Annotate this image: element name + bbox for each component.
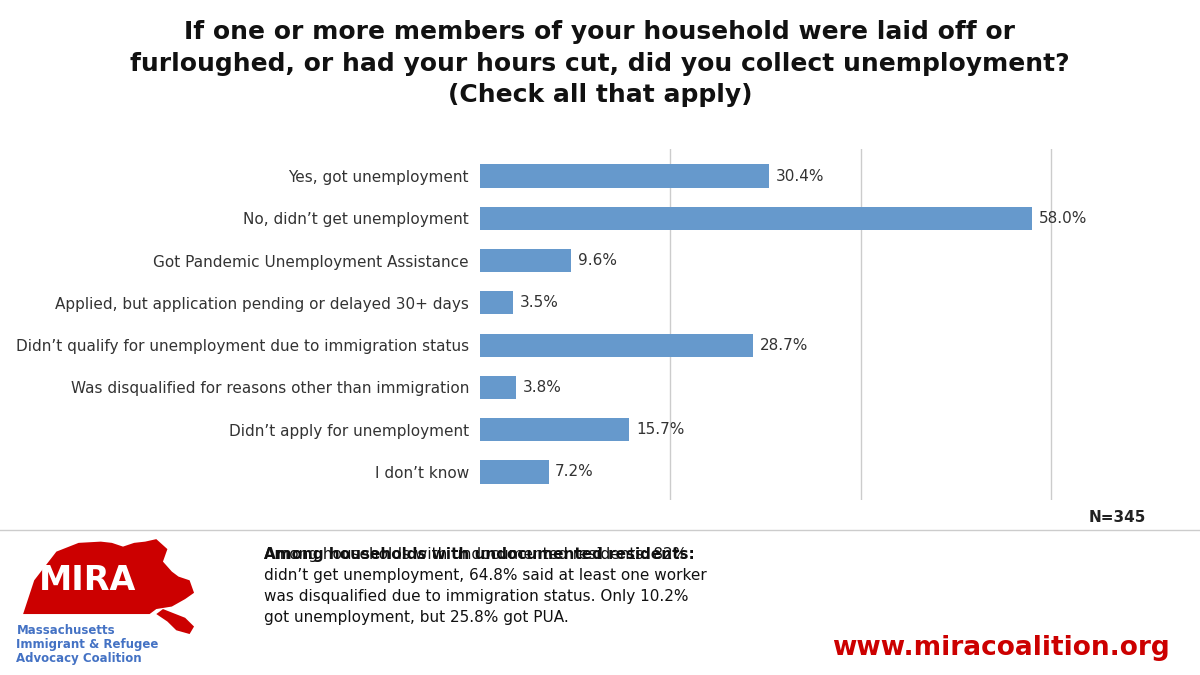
Text: MIRA: MIRA <box>38 564 136 597</box>
Bar <box>480 207 1032 230</box>
Text: N=345: N=345 <box>1088 510 1146 524</box>
Text: 58.0%: 58.0% <box>1038 211 1087 226</box>
Text: Advocacy Coalition: Advocacy Coalition <box>17 651 142 664</box>
Text: 9.6%: 9.6% <box>578 253 617 268</box>
Text: Immigrant & Refugee: Immigrant & Refugee <box>17 638 158 651</box>
Text: www.miracoalition.org: www.miracoalition.org <box>833 635 1170 661</box>
Text: 30.4%: 30.4% <box>776 169 824 184</box>
Text: 7.2%: 7.2% <box>556 464 594 479</box>
Text: 3.5%: 3.5% <box>520 296 559 310</box>
Bar <box>480 418 629 441</box>
Text: Among households with undocumented residents:: Among households with undocumented resid… <box>264 547 695 562</box>
Text: Among households with undocumented residents: 82%
didn’t get unemployment, 64.8%: Among households with undocumented resid… <box>264 547 707 624</box>
Text: Massachusetts: Massachusetts <box>17 624 115 637</box>
Bar <box>480 249 571 272</box>
Bar <box>480 333 754 357</box>
Bar <box>480 376 516 399</box>
Text: 3.8%: 3.8% <box>523 380 562 395</box>
Bar <box>480 165 769 188</box>
Text: If one or more members of your household were laid off or
furloughed, or had you: If one or more members of your household… <box>130 20 1070 107</box>
Polygon shape <box>156 609 194 634</box>
Bar <box>480 291 514 315</box>
Polygon shape <box>23 539 194 614</box>
Text: 15.7%: 15.7% <box>636 422 684 437</box>
Text: 28.7%: 28.7% <box>760 338 808 352</box>
Bar <box>480 460 548 483</box>
